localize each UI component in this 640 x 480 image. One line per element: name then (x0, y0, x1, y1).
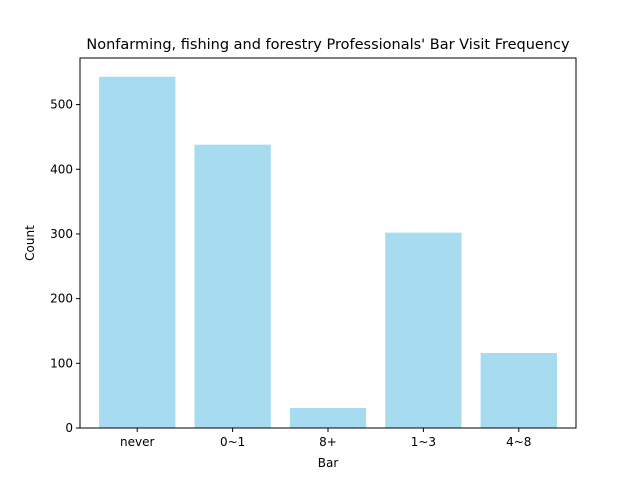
bars-group (99, 76, 557, 428)
plot-area-frame (79, 57, 577, 429)
y-axis-ticks: 0 100 200 300 400 500 (50, 98, 80, 435)
x-tick-label: never (120, 435, 154, 449)
x-axis-ticks: never 0~1 8+ 1~3 4~8 (120, 428, 531, 449)
y-tick-label: 400 (50, 162, 73, 176)
x-tick-label: 8+ (319, 435, 337, 449)
x-axis-label: Bar (318, 456, 339, 470)
y-tick-label: 100 (50, 356, 73, 370)
x-tick-label: 1~3 (411, 435, 436, 449)
bar-1~3 (385, 232, 462, 428)
y-tick-label: 500 (50, 98, 73, 112)
chart-title: Nonfarming, fishing and forestry Profess… (86, 37, 570, 53)
x-tick-label: 4~8 (506, 435, 531, 449)
y-axis-label: Count (23, 225, 37, 261)
bar-never (99, 76, 176, 428)
y-tick-label: 200 (50, 292, 73, 306)
bar-8+ (289, 407, 367, 428)
x-tick-label: 0~1 (220, 435, 245, 449)
bar-4~8 (480, 352, 557, 428)
y-tick-label: 0 (65, 421, 73, 435)
y-tick-label: 300 (50, 227, 73, 241)
bar-0~1 (194, 144, 271, 428)
